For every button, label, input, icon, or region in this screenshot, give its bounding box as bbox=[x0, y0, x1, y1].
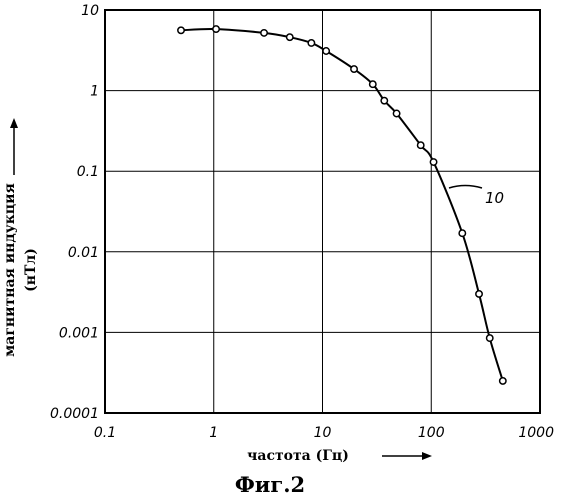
data-point bbox=[261, 30, 267, 36]
data-points bbox=[178, 26, 506, 384]
data-point bbox=[430, 159, 436, 165]
y-tick-label: 0.0001 bbox=[50, 406, 99, 422]
x-tick-label: 1000 bbox=[518, 425, 554, 441]
data-point bbox=[323, 48, 329, 54]
y-tick-label: 0.01 bbox=[68, 245, 99, 261]
data-point bbox=[178, 27, 184, 33]
y-tick-label: 0.1 bbox=[77, 164, 99, 180]
data-point bbox=[370, 81, 376, 87]
curve-label: 10 bbox=[485, 189, 504, 207]
y-tick-label: 10 bbox=[81, 3, 99, 19]
data-point bbox=[476, 291, 482, 297]
data-point bbox=[418, 142, 424, 148]
x-tick-label: 100 bbox=[418, 425, 445, 441]
series-curve bbox=[181, 29, 503, 381]
grid bbox=[105, 10, 540, 413]
x-tick-label: 10 bbox=[314, 425, 332, 441]
x-tick-label: 1 bbox=[209, 425, 218, 441]
y-axis-label-line2: (нТл) bbox=[23, 248, 39, 292]
data-point bbox=[351, 66, 357, 72]
tick-labels: 0.1 1 10 100 1000 0.0001 0.001 0.01 0.1 1 10 bbox=[50, 3, 554, 441]
data-point bbox=[487, 335, 493, 341]
data-point bbox=[308, 40, 314, 46]
x-axis-label: частота (Гц) bbox=[247, 448, 349, 464]
data-point bbox=[213, 26, 219, 32]
x-axis-arrow bbox=[382, 452, 432, 460]
data-point bbox=[500, 378, 506, 384]
data-point bbox=[381, 97, 387, 103]
y-axis-arrow bbox=[10, 118, 18, 175]
y-axis-label-line1: магнитная индукция bbox=[2, 183, 18, 357]
data-point bbox=[459, 230, 465, 236]
curve-label-leader bbox=[449, 186, 482, 189]
data-point bbox=[393, 110, 399, 116]
figure-label: Фиг.2 bbox=[235, 472, 305, 497]
y-tick-label: 1 bbox=[90, 84, 99, 100]
y-tick-label: 0.001 bbox=[59, 325, 99, 341]
data-point bbox=[287, 34, 293, 40]
x-tick-label: 0.1 bbox=[94, 425, 116, 441]
